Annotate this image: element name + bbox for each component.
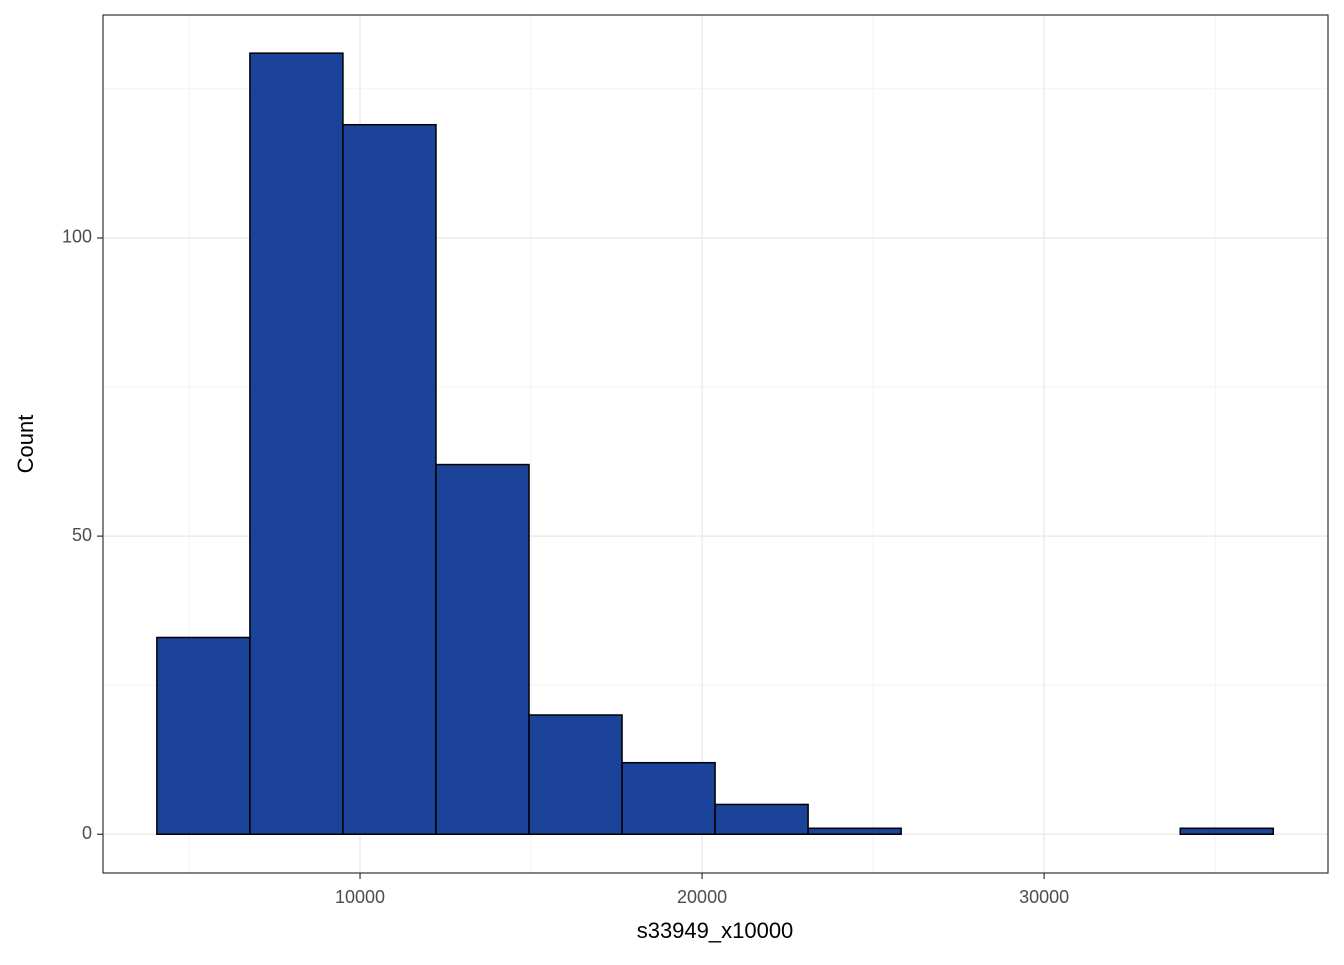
y-tick-label: 0	[82, 823, 92, 843]
bar	[1179, 827, 1275, 835]
bar	[249, 52, 344, 835]
x-tick-label: 10000	[335, 887, 385, 907]
bar	[714, 803, 809, 835]
x-tick-label: 20000	[677, 887, 727, 907]
panel-border	[102, 14, 1329, 874]
bar	[342, 123, 437, 835]
x-tick-label: 30000	[1019, 887, 1069, 907]
bar	[807, 827, 902, 835]
bar	[621, 761, 716, 835]
bar	[435, 463, 530, 835]
y-axis-title: Count	[13, 415, 38, 474]
bar	[528, 714, 623, 835]
x-axis-title: s33949_x10000	[637, 918, 794, 943]
y-tick-label: 50	[72, 525, 92, 545]
bar	[156, 636, 251, 835]
y-tick-label: 100	[62, 227, 92, 247]
